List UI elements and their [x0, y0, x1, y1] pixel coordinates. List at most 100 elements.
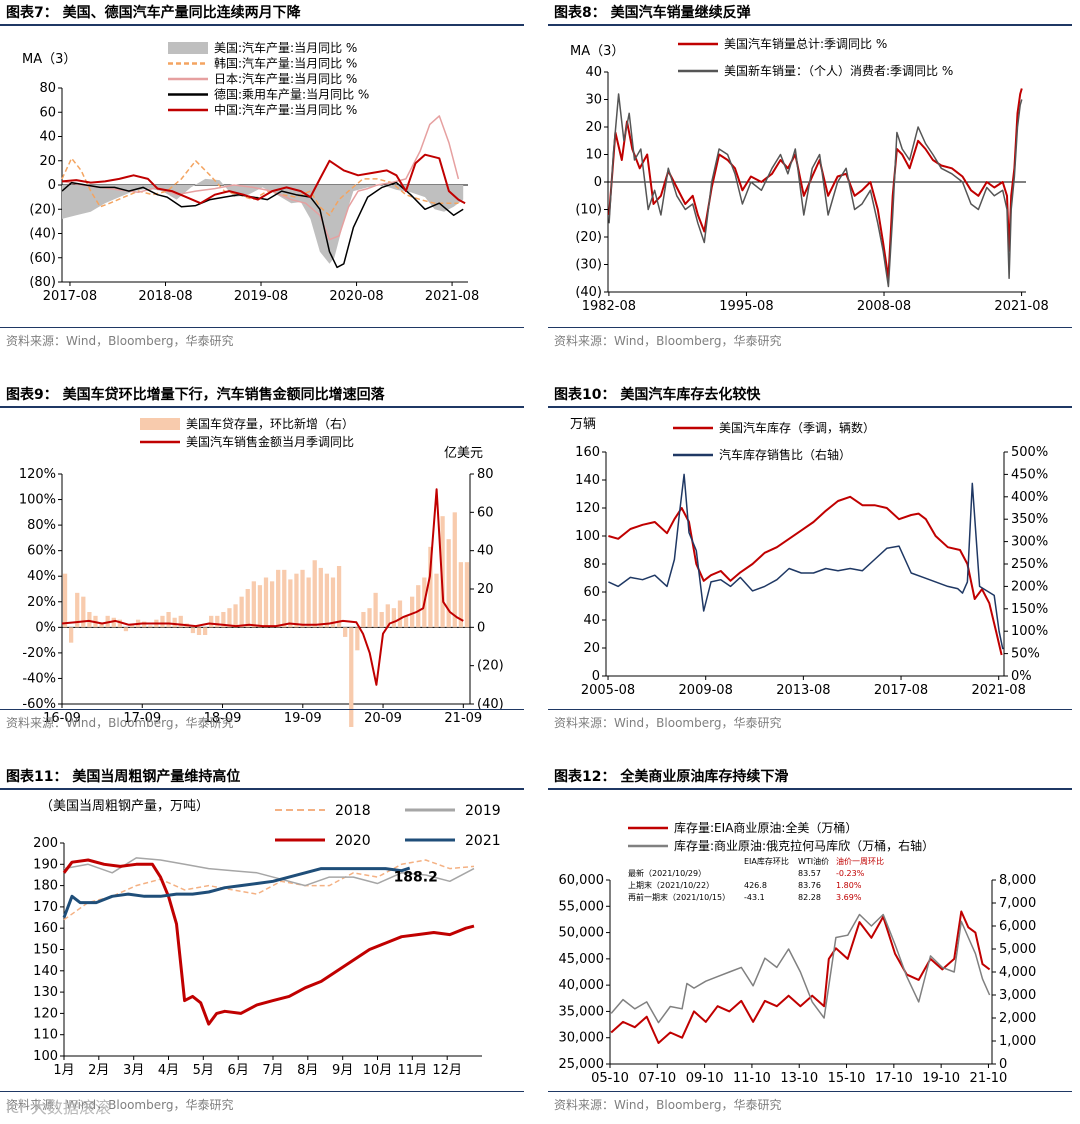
x-tick-label: 2019-08 — [234, 289, 288, 304]
y-tick-label: (20) — [575, 230, 602, 245]
bar — [288, 579, 293, 628]
y-tick-label: 0 — [48, 178, 56, 193]
bar — [239, 596, 244, 628]
x-tick-label: 2009-08 — [679, 683, 733, 698]
x-tick-label: 13-10 — [780, 1071, 818, 1086]
y2-tick-label: 400% — [1011, 490, 1048, 505]
bar — [349, 627, 354, 727]
x-tick-label: 09-10 — [686, 1071, 724, 1086]
y2-tick-label: 5,000 — [999, 942, 1036, 957]
x-tick-label: 5月 — [193, 1063, 214, 1078]
bar — [403, 615, 409, 628]
bar — [355, 627, 360, 651]
bar — [99, 623, 104, 628]
legend-label: 2020 — [335, 833, 371, 849]
bar — [336, 566, 342, 628]
y-tick-label: 40 — [39, 130, 56, 145]
title-rule — [548, 406, 1072, 408]
bar — [367, 608, 372, 628]
legend-label: 2018 — [335, 803, 371, 819]
chart-source: 资料来源：Wind，Bloomberg，华泰研究 — [554, 1098, 782, 1112]
series-line — [61, 488, 464, 686]
y-tick-label: 190 — [33, 857, 58, 872]
x-tick-label: 15-10 — [828, 1071, 866, 1086]
table-cell: -0.23% — [836, 869, 865, 878]
x-tick-label: 2017-08 — [874, 683, 928, 698]
title-rule — [0, 406, 524, 408]
y-tick-label: -40% — [22, 671, 56, 686]
y-tick-label: 160 — [33, 921, 58, 936]
legend-label: 韩国:汽车产量:当月同比 % — [214, 56, 357, 71]
chart-7-plot: 80 60 40 20 0 (20) (40) (60) (80)2017-08 2018-08 2… — [22, 40, 479, 304]
x-tick-label: 1982-08 — [582, 299, 636, 314]
unit-label: 万辆 — [570, 417, 596, 432]
x-tick-label: 2008-08 — [857, 299, 911, 314]
y-tick-label: 60,000 — [559, 873, 605, 888]
y-tick-label: 60% — [27, 544, 56, 559]
x-tick-label: 18-09 — [204, 711, 242, 726]
unit-label: MA（3） — [570, 44, 624, 59]
y-tick-label: 20% — [27, 595, 56, 610]
y-tick-label: 180 — [33, 879, 58, 894]
table-cell: 83.57 — [798, 869, 821, 878]
y-tick-label: 160 — [575, 445, 600, 460]
y-tick-label: 140 — [33, 964, 58, 979]
y2-tick-label: 40 — [477, 544, 494, 559]
bar — [306, 577, 311, 628]
chart-source: 资料来源：Wind，Bloomberg，华泰研究 — [6, 334, 234, 348]
table-cell: -43.1 — [744, 893, 765, 902]
x-tick-label: 17-09 — [123, 711, 161, 726]
bar — [379, 612, 384, 628]
bar — [251, 581, 256, 628]
y2-tick-label: 7,000 — [999, 896, 1036, 911]
x-tick-label: 2018-08 — [138, 289, 192, 304]
y2-tick-label: 2,000 — [999, 1011, 1036, 1026]
bar — [62, 573, 68, 628]
bar — [221, 612, 226, 628]
bar — [330, 577, 336, 628]
y-tick-label: 170 — [33, 900, 58, 915]
table-cell: 最新（2021/10/29） — [628, 868, 706, 878]
bottom-rule — [548, 327, 1072, 328]
series-line — [608, 473, 1004, 650]
series-line — [63, 859, 475, 921]
legend-label: 日本:汽车产量:当月同比 % — [214, 71, 357, 86]
bar — [300, 569, 305, 628]
y-tick-label: 150 — [33, 943, 58, 958]
bar — [172, 617, 177, 628]
bar — [294, 573, 299, 628]
y-tick-label: 200 — [33, 836, 58, 851]
x-tick-label: 9月 — [332, 1063, 353, 1078]
table-cell: 再前一期末（2021/10/15） — [628, 892, 730, 902]
chart-panel-10: 图表10： 美国汽车库存去化较快 160 140 120 100 80 60 40 20 0 50… — [548, 382, 1072, 742]
bar — [75, 592, 80, 628]
x-tick-label: 07-10 — [638, 1071, 676, 1086]
y2-tick-label: 300% — [1011, 535, 1048, 550]
y-tick-label: 120% — [19, 467, 56, 482]
series-line — [610, 913, 991, 1024]
series-line — [63, 857, 475, 887]
bar — [233, 604, 238, 628]
x-tick-label: 2013-08 — [776, 683, 830, 698]
chart-source: 资料来源：Wind，Bloomberg，华泰研究 — [554, 334, 782, 348]
bar — [148, 625, 153, 628]
y-tick-label: -60% — [22, 697, 56, 712]
x-tick-label: 11月 — [398, 1063, 428, 1078]
bar — [190, 627, 196, 634]
y2-tick-label: (20) — [477, 659, 504, 674]
table-header: 油价一周环比 — [836, 856, 884, 866]
y-tick-label: 10 — [585, 148, 602, 163]
x-tick-label: 2021-08 — [972, 683, 1026, 698]
y-tick-label: 120 — [575, 501, 600, 516]
y-tick-label: 40 — [585, 65, 602, 80]
x-tick-label: 7月 — [262, 1063, 283, 1078]
x-tick-label: 6月 — [228, 1063, 249, 1078]
unit-label: MA（3） — [22, 52, 76, 67]
y-tick-label: 100 — [575, 529, 600, 544]
bar — [81, 596, 86, 628]
y-tick-label: 0% — [35, 620, 56, 635]
series-line — [608, 88, 1023, 280]
bar — [464, 562, 470, 628]
y2-tick-label: 450% — [1011, 467, 1048, 482]
